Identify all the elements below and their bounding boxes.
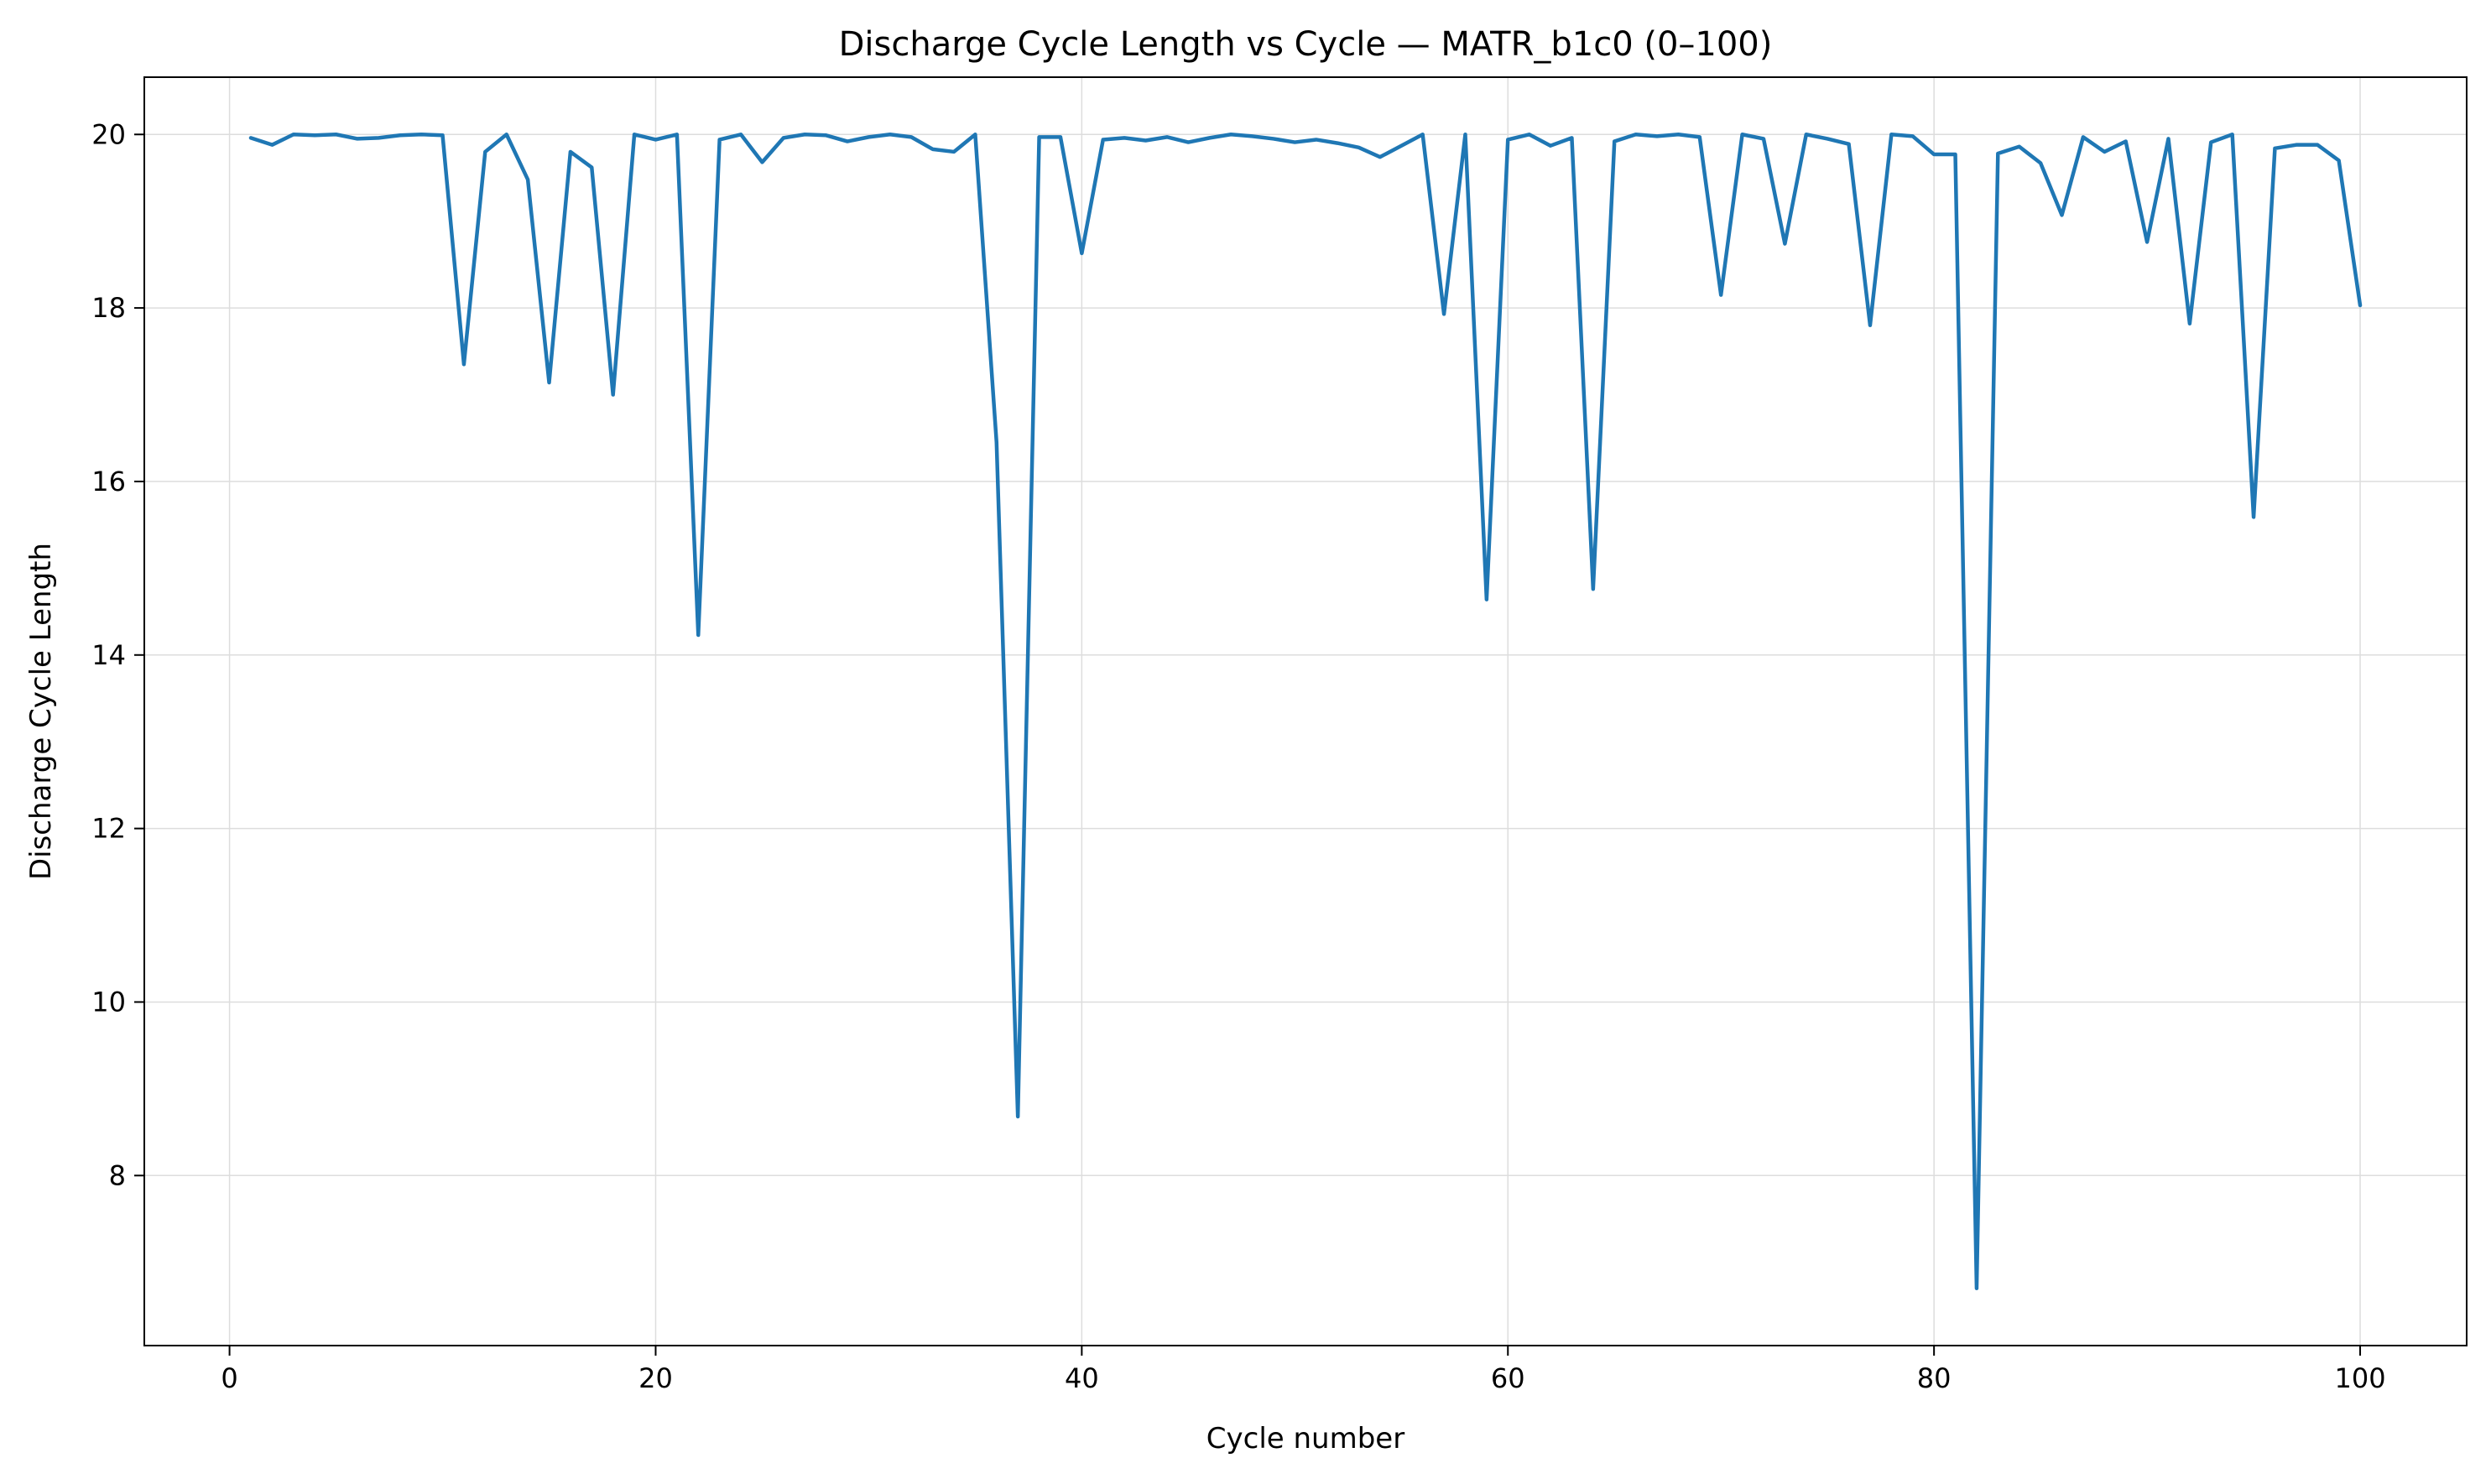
y-tick-label: 20 — [91, 118, 126, 150]
plot-area-frame — [143, 76, 2468, 1346]
x-tick-label: 0 — [221, 1362, 237, 1394]
y-tick-label: 10 — [91, 986, 126, 1018]
y-tick-label: 8 — [109, 1159, 126, 1191]
series-line — [248, 133, 2363, 1290]
chart-title: Discharge Cycle Length vs Cycle — MATR_b… — [839, 25, 1773, 64]
grid-lines — [144, 77, 2467, 1346]
y-tick-label: 18 — [91, 292, 126, 324]
y-tick-label: 14 — [91, 639, 126, 671]
x-tick-label: 60 — [1491, 1362, 1525, 1394]
y-axis-ticks: 8 10 12 14 16 18 20 — [91, 118, 144, 1191]
x-tick-label: 100 — [2334, 1362, 2385, 1394]
y-tick-label: 16 — [91, 466, 126, 497]
x-tick-label: 40 — [1065, 1362, 1099, 1394]
x-tick-label: 80 — [1917, 1362, 1952, 1394]
y-axis-label: Discharge Cycle Length — [24, 543, 58, 880]
y-tick-label: 12 — [91, 813, 126, 845]
x-axis-ticks: 0 20 40 60 80 100 — [221, 1346, 2386, 1394]
series-layer — [248, 133, 2363, 1290]
x-tick-label: 20 — [638, 1362, 673, 1394]
x-axis-label: Cycle number — [1206, 1422, 1404, 1455]
